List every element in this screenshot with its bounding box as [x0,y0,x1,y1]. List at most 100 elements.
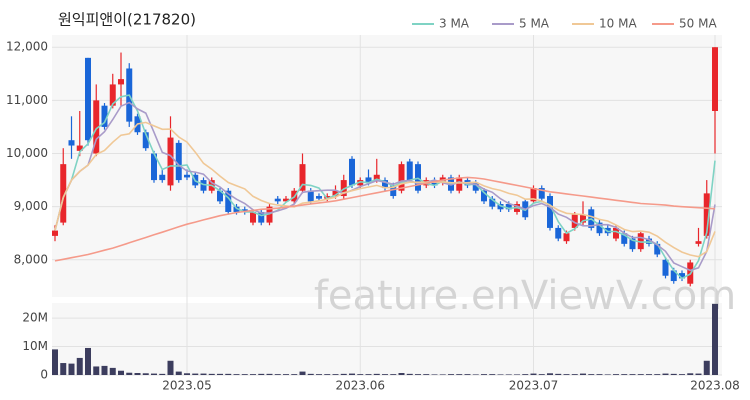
volume-bar [472,374,479,375]
candle-body [307,190,314,202]
volume-bar [580,373,586,375]
candle-body [151,153,157,181]
candle-body [497,203,504,210]
y-tick-label: 0 [40,368,48,382]
volume-bar [489,374,496,375]
volume-bar [604,374,611,375]
volume-bar [142,373,149,375]
volume-bar [316,374,322,375]
volume-bar [703,360,710,375]
candle-body [580,214,586,223]
volume-bar [563,374,570,375]
volume-bar [225,373,232,375]
candle-body [456,177,463,191]
candle-body [233,206,240,212]
volume-bar [439,374,446,375]
volume-bar [497,374,504,375]
candle-body [274,198,281,202]
volume-bar [175,371,182,375]
candle-body [563,233,570,242]
candle-body [373,174,380,181]
x-tick-label: 2023.05 [162,379,212,393]
legend-label: 3 MA [439,17,470,31]
volume-bar [382,374,388,375]
volume-bar [217,373,223,375]
candle-body [481,190,487,202]
volume-bar [530,373,537,375]
volume-bar [299,371,306,375]
volume-bar [68,363,75,375]
volume-bar [373,373,380,375]
volume-bar [629,374,636,375]
candle-body [167,137,174,186]
y-tick-label: 8,000 [14,252,48,266]
volume-bar [332,374,339,375]
volume-bar [637,374,644,375]
candle-body [217,190,223,202]
legend-label: 5 MA [519,17,550,31]
volume-bar [695,373,702,375]
volume-bar [588,374,595,375]
volume-bar [52,349,58,375]
candle-body [365,177,372,183]
volume-bar [274,374,281,375]
volume-bar [101,365,108,375]
candle-body [613,227,619,239]
candle-body [398,164,405,191]
y-tick-label: 11,000 [6,93,48,107]
candle-body [695,241,702,244]
volume-bar [514,374,520,375]
candle-body [68,140,75,146]
candle-body [52,230,58,236]
candle-body [142,132,149,149]
volume-bar [307,373,314,375]
volume-bar [646,374,652,375]
volume-bar [431,374,438,375]
watermark: feature.enViewV.com [314,273,736,319]
candle-body [316,196,322,199]
volume-panel [52,303,722,375]
volume-bar [621,374,628,375]
candle-body [637,233,644,250]
candle-body [76,145,83,151]
volume-bar [357,374,364,375]
x-tick-label: 2023.07 [509,379,559,393]
x-tick-label: 2023.08 [690,379,740,393]
volume-bar [192,373,199,375]
volume-bar [662,373,669,375]
legend-label: 10 MA [599,17,637,31]
candle-body [555,227,562,239]
volume-bar [126,372,133,375]
candle-body [60,164,67,223]
ma-line [54,176,716,262]
candle-body [118,79,124,85]
volume-bar [522,374,529,375]
candle-body [390,185,397,197]
volume-bar [571,374,578,375]
candle-body [283,198,289,202]
volume-bar [76,357,83,375]
volume-bar [687,373,694,375]
candle-body [382,180,388,189]
volume-bar [159,373,166,375]
volume-bar [134,373,141,375]
volume-bar [613,374,619,375]
volume-bar [547,373,553,375]
candle-body [159,174,166,181]
volume-bar [60,363,67,375]
candle-body [406,161,413,181]
volume-bar [406,373,413,375]
volume-bar [349,373,355,375]
ma-line [54,101,716,272]
volume-bar [93,366,100,375]
volume-bar [670,373,677,375]
chart-title: 원익피앤이(217820) [58,11,196,29]
volume-bar [596,374,603,375]
x-tick-label: 2023.06 [335,379,385,393]
ma-line [54,121,716,258]
volume-bar [481,374,487,375]
candle-body [472,182,479,191]
volume-bar [85,347,91,375]
volume-bar [109,367,116,375]
volume-bar [390,374,397,375]
